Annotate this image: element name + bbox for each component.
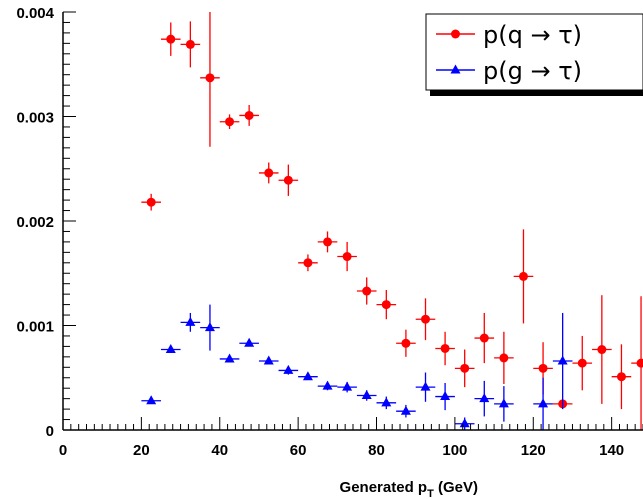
- y-tick-label: 0.003: [16, 110, 54, 127]
- y-tick-label: 0.004: [16, 5, 54, 22]
- data-point: [499, 353, 509, 363]
- y-tick-label: 0.002: [16, 214, 54, 231]
- data-point: [460, 363, 470, 373]
- y-tick-label: 0: [46, 423, 54, 440]
- series-q-to-tau: [141, 12, 643, 430]
- data-point: [362, 286, 372, 296]
- data-point: [283, 175, 293, 185]
- x-tick-label: 80: [368, 442, 385, 459]
- data-point: [577, 358, 587, 368]
- data-point: [185, 316, 196, 326]
- data-point: [342, 252, 352, 262]
- legend: p(q → τ) p(g → τ): [425, 13, 643, 96]
- x-tick-label: 0: [59, 442, 67, 459]
- data-point: [636, 358, 643, 368]
- data-point: [204, 322, 215, 332]
- data-point: [538, 398, 549, 408]
- data-point: [479, 333, 489, 343]
- x-tick-label: 40: [211, 442, 228, 459]
- x-tick-label: 100: [442, 442, 467, 459]
- legend-triangle-marker: [450, 64, 461, 74]
- data-point: [303, 258, 313, 268]
- data-point: [381, 397, 392, 407]
- data-point: [342, 381, 353, 391]
- data-point: [225, 117, 235, 127]
- data-point: [166, 34, 176, 44]
- data-point: [244, 110, 254, 120]
- data-point: [323, 237, 333, 247]
- data-point: [538, 363, 548, 373]
- data-point: [302, 371, 313, 381]
- data-point: [165, 344, 176, 354]
- data-point: [616, 372, 626, 382]
- data-point: [518, 271, 528, 281]
- data-point: [479, 393, 490, 403]
- data-point: [322, 380, 333, 390]
- x-tick-label: 140: [599, 442, 624, 459]
- data-point: [459, 418, 470, 428]
- data-point: [401, 338, 411, 348]
- data-point: [146, 395, 157, 405]
- series-g-to-tau: [141, 304, 573, 430]
- legend-box: [425, 13, 643, 91]
- data-point: [421, 314, 430, 324]
- x-tick-label: 60: [290, 442, 307, 459]
- y-tick-label: 0.001: [16, 319, 54, 336]
- data-point: [440, 343, 450, 353]
- data-point: [498, 398, 509, 408]
- data-point: [205, 73, 215, 83]
- x-tick-label: 20: [133, 442, 150, 459]
- data-point: [283, 364, 294, 374]
- data-point: [597, 345, 607, 355]
- legend-entry-g: p(g → τ): [436, 57, 582, 85]
- legend-label: p(g → τ): [483, 57, 582, 85]
- data-point: [185, 39, 195, 49]
- y-ticks: 0 0.001 0.002 0.003 0.004: [16, 5, 76, 440]
- data-point: [420, 381, 431, 391]
- data-layer: [141, 12, 643, 430]
- data-point: [264, 168, 274, 178]
- data-point: [244, 337, 255, 347]
- data-point: [146, 197, 156, 207]
- x-ticks: 0 20 40 60 80 100 120 140: [59, 417, 643, 459]
- legend-entry-q: p(q → τ): [436, 21, 582, 49]
- legend-circle-marker: [451, 29, 460, 39]
- data-point: [557, 355, 568, 365]
- data-point: [400, 405, 411, 415]
- data-point: [224, 353, 235, 363]
- data-point: [440, 391, 451, 401]
- data-point: [381, 300, 391, 310]
- x-tick-label: 120: [521, 442, 546, 459]
- x-axis-title: Generated pT (GeV): [340, 479, 478, 499]
- legend-label: p(q → τ): [483, 21, 582, 49]
- data-point: [263, 355, 274, 365]
- data-point: [361, 390, 372, 400]
